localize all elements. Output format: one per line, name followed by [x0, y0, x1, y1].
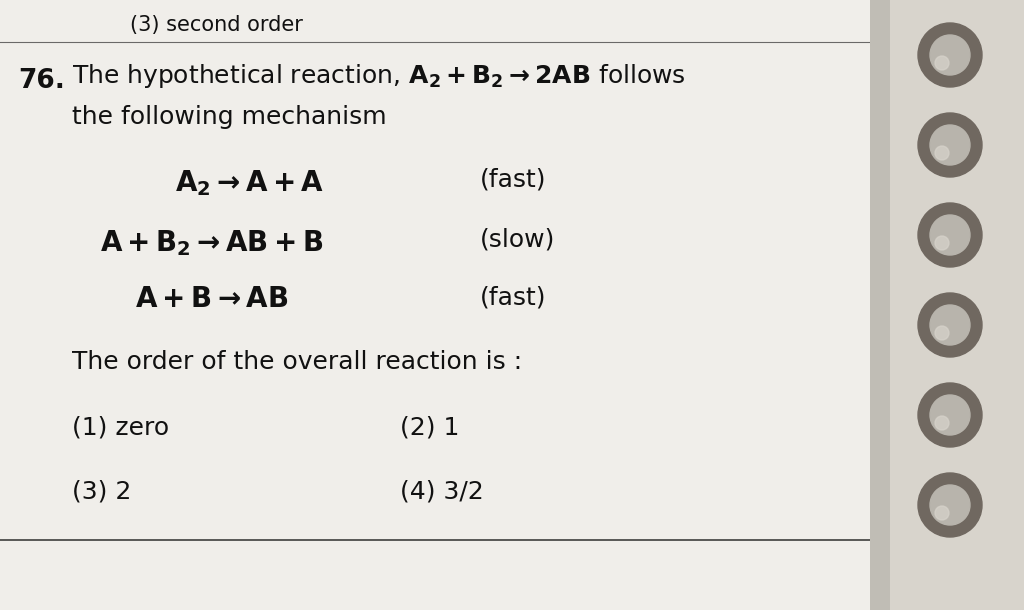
- Text: (4) 3/2: (4) 3/2: [400, 480, 483, 504]
- Text: (fast): (fast): [480, 285, 547, 309]
- Text: The hypothetical reaction, $\mathbf{A_2+B_2 \rightarrow 2AB}$ follows: The hypothetical reaction, $\mathbf{A_2+…: [72, 62, 686, 90]
- Circle shape: [935, 146, 949, 160]
- Text: (2) 1: (2) 1: [400, 415, 460, 439]
- Circle shape: [930, 305, 970, 345]
- Circle shape: [935, 506, 949, 520]
- Text: The order of the overall reaction is :: The order of the overall reaction is :: [72, 350, 522, 374]
- Text: $\mathbf{A+B \rightarrow AB}$: $\mathbf{A+B \rightarrow AB}$: [135, 285, 289, 313]
- Text: $\mathbf{A+B_2 \rightarrow AB+B}$: $\mathbf{A+B_2 \rightarrow AB+B}$: [100, 228, 324, 258]
- Circle shape: [930, 215, 970, 255]
- Text: (1) zero: (1) zero: [72, 415, 169, 439]
- Circle shape: [918, 383, 982, 447]
- Text: $\mathbf{A_2 \rightarrow A+A}$: $\mathbf{A_2 \rightarrow A+A}$: [175, 168, 324, 198]
- Circle shape: [935, 56, 949, 70]
- Bar: [870, 0, 1024, 610]
- Circle shape: [930, 35, 970, 75]
- Circle shape: [930, 395, 970, 435]
- Text: (fast): (fast): [480, 168, 547, 192]
- Circle shape: [935, 326, 949, 340]
- Circle shape: [918, 113, 982, 177]
- Text: (3) second order: (3) second order: [130, 15, 303, 35]
- Circle shape: [918, 203, 982, 267]
- Circle shape: [935, 416, 949, 430]
- Circle shape: [935, 236, 949, 250]
- Bar: [870, 0, 890, 610]
- Text: (3) 2: (3) 2: [72, 480, 131, 504]
- Text: the following mechanism: the following mechanism: [72, 105, 387, 129]
- Circle shape: [918, 293, 982, 357]
- Circle shape: [930, 485, 970, 525]
- Circle shape: [918, 473, 982, 537]
- Text: (slow): (slow): [480, 228, 555, 252]
- Circle shape: [918, 23, 982, 87]
- Circle shape: [930, 125, 970, 165]
- Text: 76.: 76.: [18, 68, 65, 94]
